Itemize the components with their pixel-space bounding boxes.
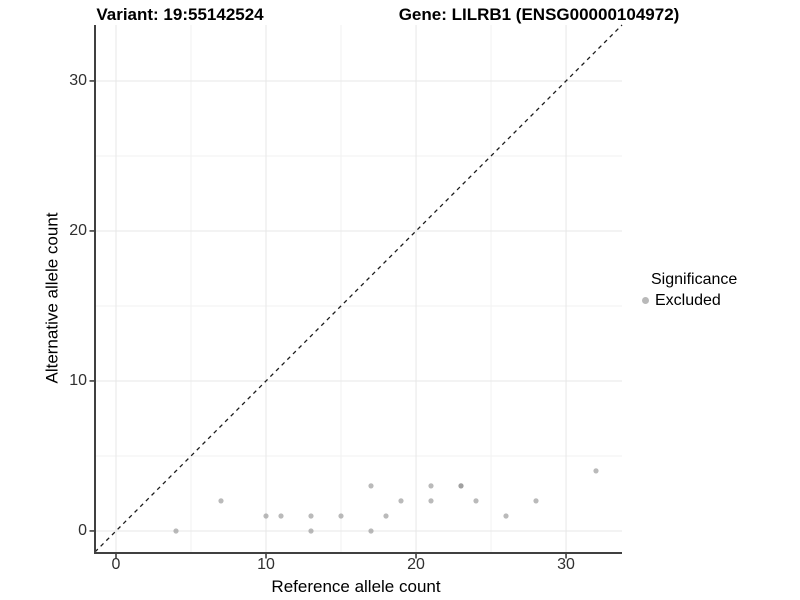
x-axis-title: Reference allele count [271, 577, 441, 596]
data-point [473, 498, 479, 504]
y-tick-label: 0 [78, 521, 87, 539]
data-point [368, 483, 374, 489]
data-point [218, 498, 224, 504]
data-point [368, 528, 374, 534]
data-point [593, 468, 599, 474]
data-point [428, 483, 434, 489]
data-point [263, 513, 269, 519]
data-point [428, 498, 434, 504]
data-point [278, 513, 284, 519]
data-points [173, 468, 599, 534]
identity-line [94, 24, 623, 553]
data-point [338, 513, 344, 519]
data-point [173, 528, 179, 534]
data-point [458, 483, 464, 489]
data-point [503, 513, 509, 519]
data-point [308, 513, 314, 519]
gridlines-major [95, 25, 622, 553]
y-tick-label: 10 [69, 371, 87, 389]
axis-lines [94, 25, 622, 554]
data-point [398, 498, 404, 504]
y-tick-label: 30 [69, 71, 87, 89]
plot-title-variant: Variant: 19:55142524 [96, 5, 264, 24]
y-tick-label: 20 [69, 221, 87, 239]
axis-tick-marks [89, 80, 567, 559]
gridlines-minor [95, 25, 622, 553]
y-axis-title: Alternative allele count [42, 212, 62, 384]
data-point [383, 513, 389, 519]
x-tick-label: 0 [111, 556, 121, 573]
x-tick-label: 20 [407, 556, 425, 573]
plot-title-gene: Gene: LILRB1 (ENSG00000104972) [398, 5, 680, 24]
x-tick-label: 30 [557, 556, 575, 573]
data-point [533, 498, 539, 504]
x-tick-label: 10 [257, 556, 275, 573]
identity-dashed-line [94, 24, 623, 553]
data-point [308, 528, 314, 534]
legend-title: Significance [651, 271, 738, 288]
legend-item-excluded: Excluded [655, 292, 721, 309]
legend-point-icon [642, 297, 649, 304]
